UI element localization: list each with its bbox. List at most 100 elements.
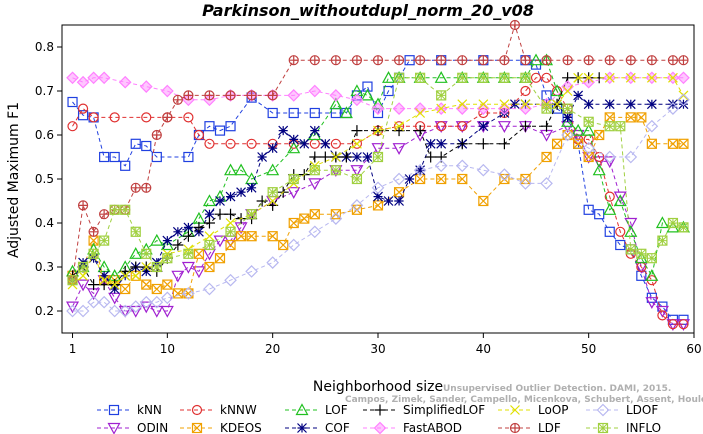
series-lof-point [550, 84, 564, 97]
series-inflo-point [583, 116, 594, 127]
series-ldf-point-cross [542, 55, 552, 65]
series-fastabod-point [350, 93, 364, 107]
series-fastabod [66, 71, 690, 115]
series-kdeos-point-box [667, 138, 679, 149]
series-kdeos-point [678, 138, 689, 149]
series-kdeos-point-cross [141, 279, 152, 290]
series-fastabod-point [561, 80, 574, 93]
series-inflo-point [67, 275, 78, 286]
series-kdeos-point [246, 231, 257, 242]
series-lof-point [202, 194, 216, 207]
series-kdeos-point-cross [215, 253, 225, 264]
legend-label-simplifiedlof: SimplifiedLOF [403, 403, 485, 417]
series-kdeos-point-cross [309, 209, 320, 220]
series-ldf-point-cross [373, 55, 383, 65]
legend-item-knnw: kNNW [180, 403, 257, 417]
x-tick-label: 30 [370, 342, 385, 356]
series-cof-point [99, 270, 110, 281]
series-knn-point [130, 138, 141, 149]
series-kdeos-point [267, 231, 278, 242]
series-ldf-point-cross [204, 90, 214, 100]
series-kdeos-point-cross [678, 138, 689, 149]
series-loop-point [583, 72, 594, 83]
series-simplifiedlof-point [498, 138, 510, 150]
series-kdeos-point [309, 209, 320, 220]
x-tick-label: 10 [160, 342, 175, 356]
watermark-line-2: Campos, Zimek, Sander, Campello, Micenko… [345, 395, 703, 405]
y-tick-label: 0.8 [35, 40, 54, 54]
series-knn-point [615, 239, 626, 251]
series-knnw-point [109, 112, 120, 123]
series-kdeos-point-cross [604, 112, 615, 123]
series-cof-point [215, 196, 225, 206]
series-simplifiedlof-point [203, 217, 215, 229]
series-kdeos-point-cross [646, 138, 657, 149]
chart-title: Parkinson_withoutdupl_norm_20_v08 [202, 1, 534, 20]
series-inflo-point-asterisk [246, 209, 257, 220]
series-odin-point [192, 266, 206, 279]
series-fastabod-point [118, 75, 132, 89]
series-simplifiedlof-point [351, 125, 363, 137]
series-ldof-point [118, 304, 132, 318]
legend-loop-point [510, 405, 520, 415]
series-inflo-point [151, 261, 162, 273]
series-kdeos-point-cross [299, 213, 310, 224]
series-ldf-point [88, 226, 99, 237]
series-odin-point [213, 235, 227, 248]
series-inflo-point [604, 121, 615, 132]
series-ldof-point [519, 177, 532, 190]
series-kdeos-point-box [120, 283, 131, 295]
series-lof-point [360, 88, 374, 101]
series-kdeos-point-box [478, 195, 489, 207]
series-lof-point [339, 106, 353, 119]
series-inflo-point-asterisk [99, 235, 109, 246]
series-inflo-point [562, 103, 573, 114]
series-inflo-point [372, 151, 384, 163]
series-kdeos-point-box [183, 288, 194, 299]
series-ldf-point [246, 90, 257, 101]
series-inflo-point-asterisk [78, 262, 88, 272]
series-inflo-point-asterisk [130, 226, 141, 237]
series-kdeos-point [193, 248, 205, 259]
series-cof-point [172, 226, 183, 237]
series-ldf-point-cross [89, 227, 99, 237]
series-kdeos-point-cross [88, 235, 99, 246]
series-cof-point [204, 209, 215, 220]
series-kdeos-point-box [162, 279, 173, 290]
series-inflo-point-asterisk [394, 72, 404, 83]
series-ldf-point-cross [394, 55, 404, 65]
series-cof-point [510, 99, 520, 110]
series-inflo-point [109, 204, 120, 215]
series-ldf-point [678, 55, 689, 66]
series-ldf-point-cross [678, 55, 688, 65]
series-inflo-point-asterisk [162, 253, 173, 264]
series-lof-point [371, 97, 385, 110]
series-odin-line [72, 125, 684, 325]
series-ldof-point [413, 163, 427, 177]
series-ldof-point [87, 295, 100, 309]
series-lof-point [224, 163, 238, 176]
series-ldof-point [434, 159, 448, 173]
series-kdeos-point [457, 173, 468, 185]
series-ldof-point [266, 256, 280, 269]
series-ldf-point [509, 19, 521, 31]
series-inflo-point-asterisk [668, 218, 678, 228]
series-kdeos-point [636, 112, 647, 123]
series-ldof-point [582, 141, 596, 155]
series-cof-point [478, 121, 489, 132]
series-odin-point [139, 301, 153, 314]
series-ldof-point [476, 163, 490, 177]
series-odin-point [287, 187, 301, 199]
series-kdeos-point-box [225, 239, 236, 251]
series-knn-point [204, 121, 215, 132]
legend-label-knnw: kNNW [220, 403, 257, 417]
series-cof-point [236, 187, 246, 198]
series-fastabod-point [329, 89, 343, 102]
series-ldf-point [225, 90, 236, 101]
series-loop-point [120, 270, 131, 281]
series-ldf-point [625, 55, 636, 66]
legend-item-ldf: LDF [498, 421, 561, 434]
series-knn-point [583, 204, 594, 215]
series-inflo-point-asterisk [373, 152, 383, 162]
